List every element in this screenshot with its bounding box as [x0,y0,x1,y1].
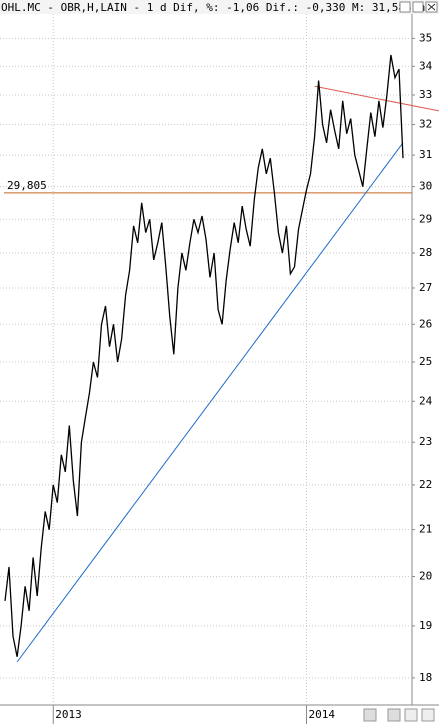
y-tick-label: 35 [419,31,432,44]
window-buttons[interactable] [399,1,438,13]
x-tick-label: 2014 [309,708,336,721]
header-bar [0,0,439,14]
y-tick-label: 33 [419,88,432,101]
y-tick-label: 23 [419,435,432,448]
y-tick-label: 34 [419,59,433,72]
tool-button[interactable] [387,708,401,722]
y-tick-label: 30 [419,180,432,193]
price-line [4,54,404,657]
y-tick-label: 24 [419,394,433,407]
horizontal-line-label: 29,805 [7,179,47,192]
y-tick-label: 22 [419,478,432,491]
trend-line [16,142,404,663]
y-tick-label: 27 [419,281,432,294]
y-tick-label: 20 [419,570,432,583]
header-text: OHL.MC - OBR,H,LAIN - 1 d Dif, %: -1,06 … [1,1,431,14]
y-tick-label: 19 [419,619,432,632]
tool-button[interactable] [363,708,377,722]
trend-line [314,85,439,112]
toolbar[interactable] [363,708,435,722]
y-tick-label: 21 [419,523,432,536]
y-tick-label: 29 [419,212,432,225]
y-tick-label: 18 [419,671,432,684]
tool-button[interactable] [404,708,418,722]
minimize-button[interactable] [399,1,411,13]
x-tick-label: 2013 [55,708,82,721]
tool-button[interactable] [421,708,435,722]
y-tick-label: 28 [419,246,432,259]
y-tick-label: 25 [419,355,432,368]
y-tick-label: 32 [419,118,432,131]
y-tick-label: 31 [419,148,432,161]
y-tick-label: 26 [419,317,432,330]
close-icon [427,3,436,11]
maximize-button[interactable] [412,1,424,13]
